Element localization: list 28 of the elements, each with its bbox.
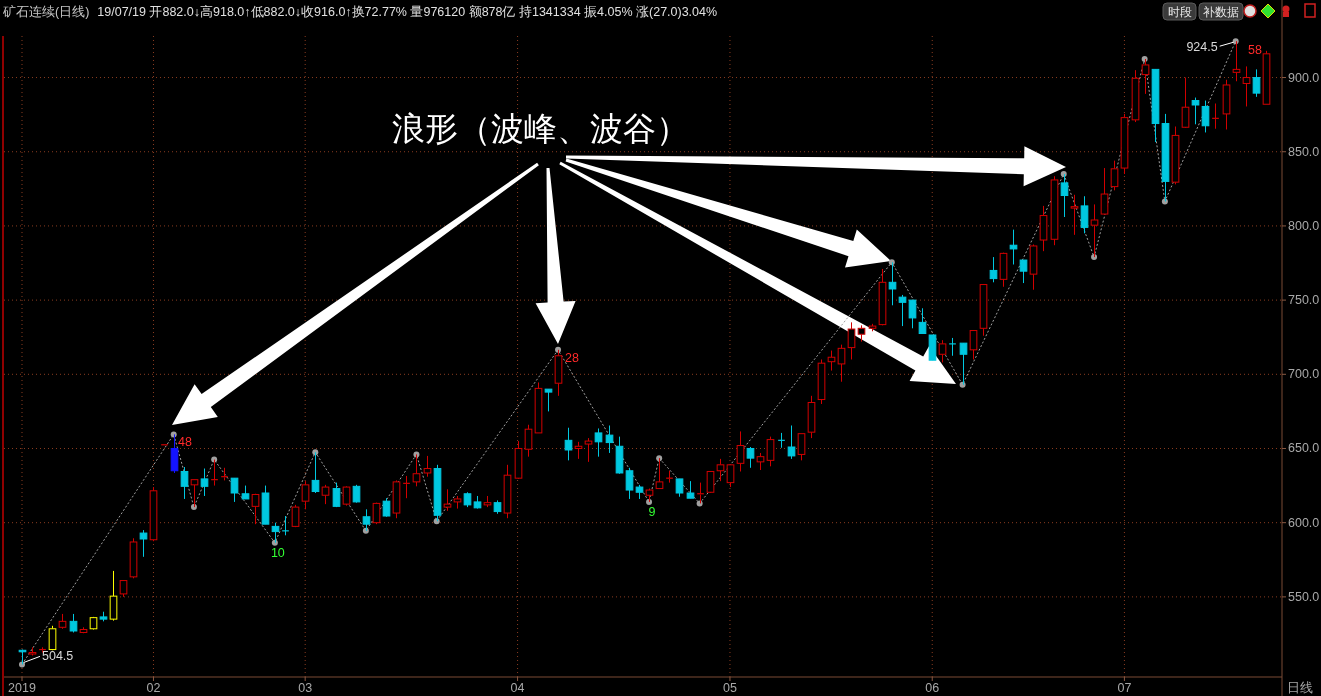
ytick-label: 900.0 bbox=[1288, 70, 1320, 85]
xtick-label: 03 bbox=[298, 681, 313, 695]
annotation: 48 bbox=[178, 435, 192, 449]
value-label: 924.5 bbox=[1186, 40, 1218, 55]
xtick-label: 06 bbox=[925, 681, 940, 695]
ytick-label: 650.0 bbox=[1288, 441, 1320, 456]
annotation: 浪形（波峰、波谷） bbox=[391, 109, 689, 147]
xtick-label: 07 bbox=[1117, 681, 1132, 695]
xtick-label: 04 bbox=[510, 681, 525, 695]
title: 矿石连续(日线) bbox=[3, 5, 90, 19]
xtick-label: 2019 bbox=[8, 681, 36, 695]
ytick-label: 700.0 bbox=[1288, 367, 1320, 382]
annotation: 日线 bbox=[1287, 681, 1313, 695]
xtick-label: 02 bbox=[146, 681, 161, 695]
ytick-label: 600.0 bbox=[1288, 515, 1320, 530]
annotation: 28 bbox=[565, 351, 579, 365]
xtick-label: 05 bbox=[723, 681, 737, 695]
ytick-label: 800.0 bbox=[1288, 218, 1320, 233]
ytick-label: 750.0 bbox=[1288, 293, 1320, 308]
button: 补数据 bbox=[1198, 2, 1244, 21]
annotation: 58 bbox=[1248, 43, 1262, 57]
button: 时段 bbox=[1162, 2, 1197, 21]
value-label: 504.5 bbox=[42, 649, 74, 664]
annotation: 10 bbox=[270, 545, 285, 560]
ytick-label: 850.0 bbox=[1288, 144, 1320, 159]
subtitle: 19/07/19 开882.0↓高918.0↑低882.0↓收916.0↑换72.77% 量976120 额878亿 持1341334 振4.05% 涨(27.0)3.04% bbox=[97, 5, 718, 19]
ytick-label: 550.0 bbox=[1288, 589, 1320, 604]
annotation: 9 bbox=[648, 504, 656, 519]
